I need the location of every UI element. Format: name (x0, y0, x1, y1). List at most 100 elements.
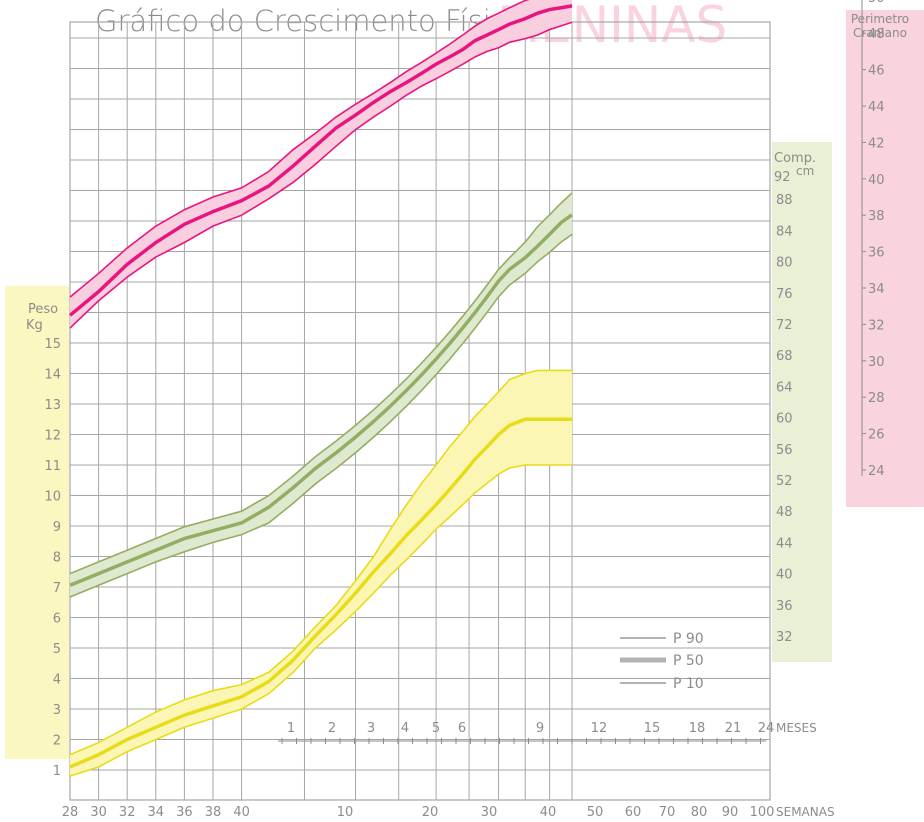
length-tick-label: 68 (776, 349, 793, 364)
weeks-tick-label: 30 (481, 805, 498, 820)
months-tick-label: 21 (725, 721, 742, 736)
weeks-tick-label: 20 (422, 805, 439, 820)
weeks-tick-label: 10 (337, 805, 354, 820)
length-tick-label: 52 (776, 474, 793, 489)
length-tick-label: 88 (776, 193, 793, 208)
head-tick-label: 32 (868, 318, 885, 333)
percentile-legend: P 90 P 50 P 10 (620, 631, 704, 692)
length-tick-label: 60 (776, 412, 793, 427)
head-p50-line (68, 4, 573, 317)
weight-tick-label: 12 (44, 429, 61, 444)
weeks-tick-label: 28 (62, 805, 79, 820)
length-tick-label: 56 (776, 443, 793, 458)
weeks-axis-label: SEMANAS (776, 805, 835, 819)
weight-tick-label: 2 (53, 734, 61, 749)
head-p10-line (69, 21, 573, 329)
length-tick-label: 84 (776, 224, 793, 239)
weight-tick-label: 6 (53, 612, 61, 627)
weeks-tick-label: 36 (176, 805, 193, 820)
weeks-tick-label: 60 (625, 805, 642, 820)
length-tick-label: 92 (774, 170, 791, 185)
length-tick-label: 72 (776, 318, 793, 333)
months-tick-label: 9 (536, 721, 544, 736)
weight-tick-label: 5 (53, 642, 61, 657)
months-tick-label: 2 (328, 721, 336, 736)
weight-tick-label: 14 (44, 368, 61, 383)
head-tick-label: 38 (868, 209, 885, 224)
length-tick-label: 76 (776, 287, 793, 302)
length-tick-label: 40 (776, 568, 793, 583)
months-tick-label: 18 (689, 721, 706, 736)
months-tick-label: 5 (432, 721, 440, 736)
months-tick-label: 12 (591, 721, 608, 736)
length-tick-label: 48 (776, 505, 793, 520)
length-tick-label: 80 (776, 256, 793, 271)
weeks-tick-label: 32 (119, 805, 136, 820)
months-tick-label: 4 (401, 721, 409, 736)
weight-tick-label: 4 (53, 673, 61, 688)
weight-p50-line (69, 417, 573, 769)
weeks-tick-label: 40 (540, 805, 557, 820)
weight-axis-unit: Kg (26, 318, 43, 333)
head-axis-panel (846, 10, 924, 507)
legend-label: P 90 (673, 631, 704, 647)
length-p10-line (69, 233, 573, 598)
weight-axis-title: Peso (28, 302, 58, 317)
head-tick-label: 50 (868, 0, 885, 6)
length-axis-title: Comp. (774, 151, 816, 166)
weight-tick-label: 1 (53, 764, 61, 779)
length-tick-label: 32 (776, 630, 793, 645)
weight-tick-label: 8 (53, 551, 61, 566)
head-tick-label: 24 (868, 464, 885, 479)
weeks-tick-label: 90 (722, 805, 739, 820)
weight-axis-panel (5, 286, 69, 759)
length-tick-label: 44 (776, 536, 793, 551)
months-axis-label: MESES (776, 721, 817, 735)
months-tick-label: 1 (287, 721, 295, 736)
length-tick-label: 64 (776, 380, 793, 395)
head-axis-title: Perimetro (851, 12, 909, 26)
head-tick-label: 36 (868, 246, 885, 261)
length-band (70, 192, 573, 597)
length-axis-panel (772, 142, 832, 662)
months-axis: 1 2 3 4 5 6 9 12 15 18 21 24 MESES (278, 721, 817, 744)
length-p90-line (69, 192, 573, 575)
head-tick-label: 26 (868, 428, 885, 443)
months-tick-label: 6 (458, 721, 466, 736)
weight-tick-label: 15 (44, 337, 61, 352)
weeks-tick-label: 40 (233, 805, 250, 820)
legend-label: P 10 (673, 676, 704, 692)
weight-tick-label: 11 (44, 459, 61, 474)
weight-tick-label: 9 (53, 520, 61, 535)
length-axis: Comp. 32 36 40 44 48 52 56 60 64 68 72 76 80 84 88 92 cm (774, 151, 816, 645)
head-tick-label: 46 (868, 64, 885, 79)
head-tick-label: 28 (868, 391, 885, 406)
weeks-tick-label: 34 (148, 805, 165, 820)
weeks-tick-label: 30 (90, 805, 107, 820)
head-p90-line (69, 0, 530, 298)
weeks-tick-label: 70 (659, 805, 676, 820)
length-p50-line (69, 213, 574, 587)
weight-p90-line (69, 369, 573, 756)
weeks-tick-label: 38 (205, 805, 222, 820)
chart-title: Gráfico do Crescimento Físico (95, 4, 524, 38)
head-band (70, 0, 573, 329)
weight-band (70, 370, 573, 777)
weight-tick-label: 3 (53, 703, 61, 718)
legend-label: P 50 (673, 653, 704, 669)
length-axis-unit: cm (796, 164, 814, 178)
head-tick-label: 42 (868, 136, 885, 151)
head-tick-label: 34 (868, 282, 885, 297)
percentile-bands (70, 0, 573, 777)
head-tick-label: 40 (868, 173, 885, 188)
weight-p10-line (69, 464, 573, 777)
months-tick-label: 3 (367, 721, 375, 736)
weeks-axis: 28 30 32 34 36 38 40 10 20 30 40 50 60 70 80 90 100 SEMAN… (62, 805, 835, 820)
weeks-tick-label: 50 (587, 805, 604, 820)
weight-tick-label: 13 (44, 398, 61, 413)
head-axis-title-2: Craniano (853, 26, 907, 40)
weight-tick-label: 10 (44, 490, 61, 505)
head-tick-label: 44 (868, 100, 885, 115)
